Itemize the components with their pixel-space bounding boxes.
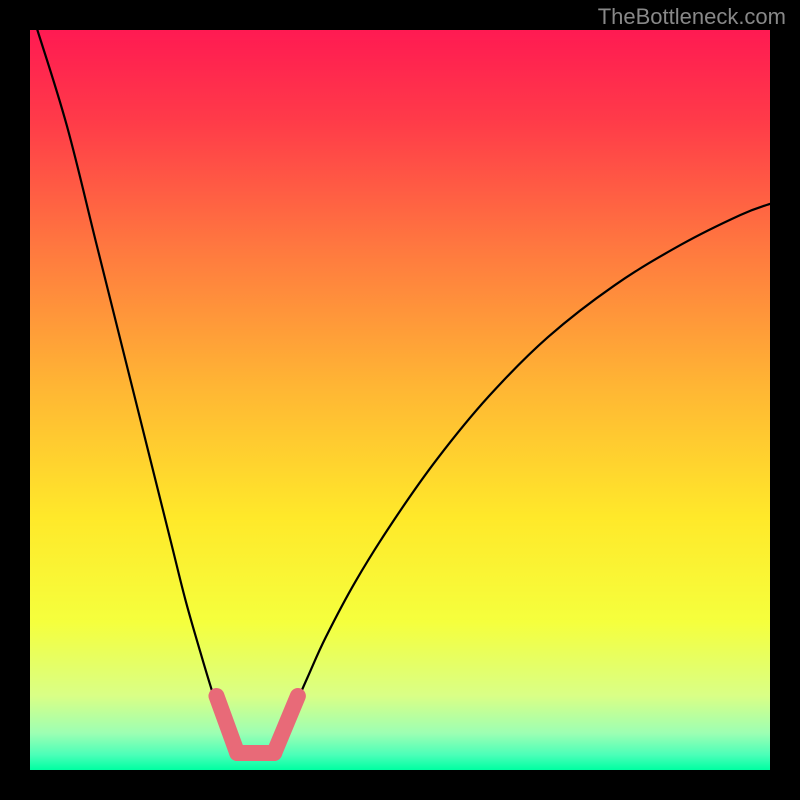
bottleneck-chart xyxy=(0,0,800,800)
watermark-text: TheBottleneck.com xyxy=(598,4,786,30)
plot-gradient-background xyxy=(30,30,770,770)
